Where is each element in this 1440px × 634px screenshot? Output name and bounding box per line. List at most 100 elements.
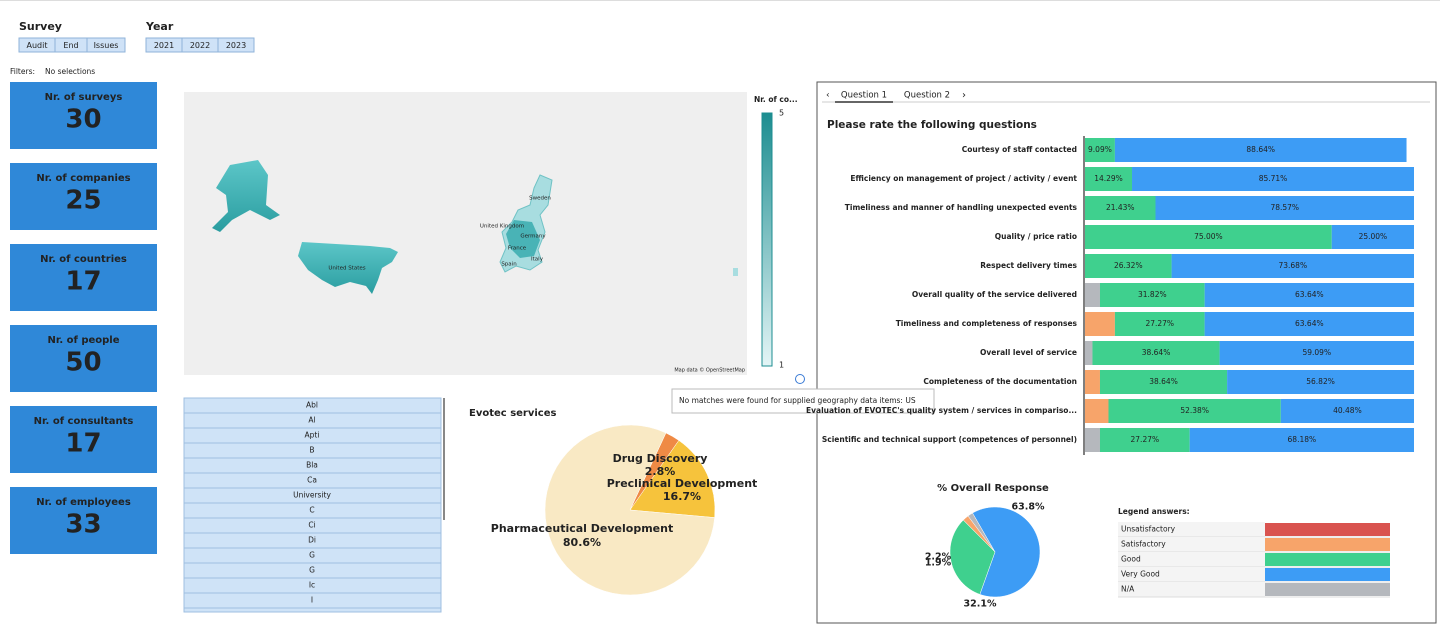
tab-next[interactable]: › [962, 90, 966, 101]
list-item[interactable]: Bla [306, 461, 318, 470]
filter-option[interactable]: 2022 [190, 41, 210, 50]
map-label: France [508, 246, 527, 252]
tooltip [671, 388, 935, 414]
kpi-value: 50 [65, 348, 101, 378]
legend-row [1118, 522, 1265, 537]
kpi-value: 25 [65, 186, 101, 216]
map-europe-core [506, 220, 540, 258]
bar-value-label: 38.64% [1142, 348, 1171, 357]
legend-swatch [1265, 538, 1390, 551]
map-usa [298, 242, 398, 294]
list-item[interactable]: Ca [307, 476, 317, 485]
map-island [733, 268, 738, 276]
list-item[interactable]: Apti [305, 431, 320, 440]
filter-option[interactable]: 2023 [226, 41, 246, 50]
pie-label: Pharmaceutical Development [491, 522, 673, 535]
map-alaska [212, 160, 280, 232]
list-item[interactable]: University [293, 491, 331, 500]
map-label: United States [328, 266, 365, 272]
bar-category: Courtesy of staff contacted [962, 145, 1077, 154]
bar-segment [1280, 399, 1414, 423]
bar-segment [1085, 428, 1100, 452]
kpi-card [10, 244, 157, 311]
pie-slice [972, 506, 1041, 598]
map-credit: Map data © OpenStreetMap [674, 367, 745, 374]
pie-label: Preclinical Development [607, 477, 758, 490]
list-item[interactable]: Al [308, 416, 315, 425]
pie-value-label: 1.9% [925, 558, 952, 569]
map-label: United Kingdom [480, 224, 524, 230]
kpi-value: 33 [65, 510, 101, 540]
bar-segment [1099, 283, 1205, 307]
list-item[interactable]: Ci [308, 521, 315, 530]
bar-value-label: 63.64% [1295, 290, 1324, 299]
bar-segment [1085, 138, 1115, 162]
filter-title: Survey [19, 20, 62, 33]
kpi-card [10, 406, 157, 473]
bar-value-label: 59.09% [1302, 348, 1331, 357]
filter-option[interactable]: Audit [27, 41, 48, 50]
bar-value-label: 27.27% [1145, 319, 1174, 328]
bar-segment [1132, 167, 1414, 191]
list-item[interactable]: C [309, 506, 314, 515]
filter-option[interactable]: End [63, 41, 78, 50]
bar-segment [1085, 196, 1156, 220]
legend-row [1118, 582, 1265, 597]
bar-segment [1099, 428, 1190, 452]
tab[interactable]: Question 2 [904, 91, 950, 101]
tab[interactable]: Question 1 [841, 91, 887, 101]
kpi-card [10, 82, 157, 149]
filter-button[interactable] [217, 37, 255, 53]
map-label: Italy [531, 257, 544, 263]
bar-category: Overall level of service [980, 348, 1077, 357]
filter-button[interactable] [86, 37, 126, 53]
legend-row [1118, 552, 1265, 567]
info-icon[interactable] [795, 374, 805, 384]
list-item[interactable]: B [309, 446, 314, 455]
filter-option[interactable]: 2021 [154, 41, 174, 50]
bar-segment [1092, 341, 1220, 365]
bar-category: Evaluation of EVOTEC's quality system / … [806, 406, 1077, 415]
filter-option[interactable]: Issues [94, 41, 119, 50]
bar-segment [1085, 370, 1100, 394]
map-area [184, 92, 747, 375]
legend-label: Good [1121, 555, 1141, 564]
filters-label: Filters: [10, 67, 35, 76]
bar-segment [1085, 399, 1109, 423]
tab-prev[interactable]: ‹ [826, 91, 830, 101]
list-item[interactable]: G [309, 551, 315, 560]
legend-label: Unsatisfactory [1121, 525, 1176, 534]
pie-value-label: 63.8% [1012, 502, 1045, 513]
map-label: Germany [520, 234, 546, 240]
list-item[interactable]: I [311, 596, 313, 605]
kpi-label: Nr. of companies [36, 173, 130, 184]
bar-category: Scientific and technical support (compet… [822, 435, 1077, 444]
bar-segment [1099, 370, 1228, 394]
pie-value-label: 2.8% [645, 465, 676, 478]
bar-value-label: 27.27% [1131, 435, 1160, 444]
kpi-label: Nr. of people [47, 335, 119, 346]
list-item[interactable]: Di [308, 536, 316, 545]
bar-segment [1108, 399, 1281, 423]
bar-value-label: 31.82% [1138, 290, 1167, 299]
map-label: Spain [501, 262, 517, 268]
bar-value-label: 9.09% [1088, 145, 1112, 154]
pie-slice [967, 512, 996, 553]
bar-value-label: 78.57% [1270, 203, 1299, 212]
pie-value-label: 16.7% [663, 490, 701, 503]
list-item[interactable]: Abl [306, 401, 318, 410]
list-item[interactable]: Ic [309, 581, 315, 590]
bar-segment [1114, 312, 1205, 336]
bar-category: Timeliness and completeness of responses [896, 319, 1078, 328]
bar-segment [1219, 341, 1414, 365]
map-legend-max: 5 [779, 109, 784, 118]
bar-value-label: 26.32% [1114, 261, 1143, 270]
list-item[interactable]: G [309, 566, 315, 575]
pie-label: Drug Discovery [613, 452, 708, 465]
bar-segment [1331, 225, 1414, 249]
bar-value-label: 52.38% [1180, 406, 1209, 415]
bar-category: Timeliness and manner of handling unexpe… [845, 203, 1078, 212]
bar-segment [1114, 138, 1407, 162]
pie-slice [544, 424, 715, 596]
bar-category: Completeness of the documentation [923, 377, 1077, 386]
